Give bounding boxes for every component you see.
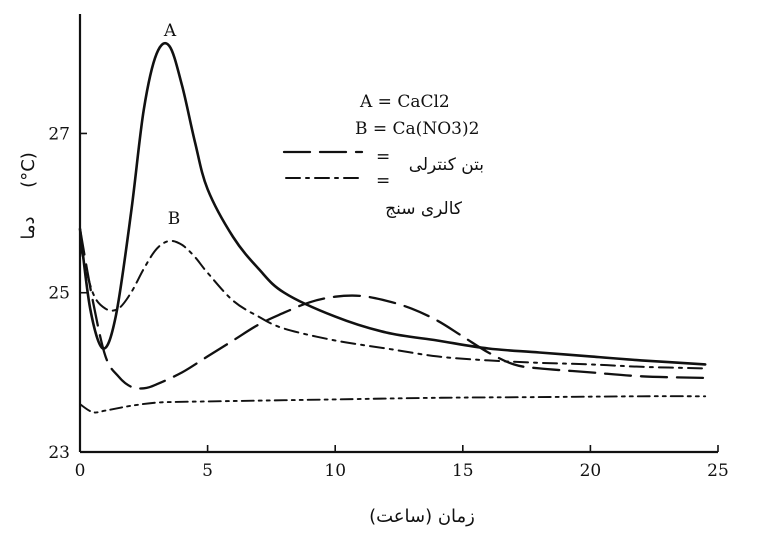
series-group bbox=[78, 41, 707, 414]
series-line-dashdot bbox=[79, 239, 707, 370]
annotation-b: B bbox=[168, 209, 181, 229]
legend-formula-a: A = CaCl2 bbox=[359, 92, 450, 112]
legend-entry-2-sym: = bbox=[376, 171, 390, 191]
legend-entry-1-sym: = bbox=[376, 147, 390, 167]
x-tick-label: 20 bbox=[580, 461, 602, 481]
x-tick-label: 0 bbox=[75, 461, 86, 481]
y-tick-label: 23 bbox=[48, 443, 70, 463]
series-line-dash bbox=[78, 227, 707, 390]
legend-entry-1-label: بتن کنترلی bbox=[409, 155, 484, 175]
y-tick-label: 25 bbox=[48, 284, 70, 304]
legend: A = CaCl2 B = Ca(NO3)2 = بتن کنترلی = کا… bbox=[282, 92, 484, 219]
axes bbox=[78, 14, 718, 454]
y-axis-unit: (°C) bbox=[18, 152, 39, 188]
ticks: 0 5 10 15 20 25 23 25 27 bbox=[48, 124, 728, 481]
x-tick-label: 25 bbox=[707, 461, 729, 481]
x-tick-label: 15 bbox=[452, 461, 474, 481]
y-tick-label: 27 bbox=[48, 124, 70, 144]
x-axis-label: زمان (ساعت) bbox=[369, 506, 475, 527]
axis-titles: دما (°C) زمان (ساعت) bbox=[18, 152, 475, 527]
legend-formula-b: B = Ca(NO3)2 bbox=[355, 119, 479, 139]
annotations: A B bbox=[163, 21, 180, 229]
series-line-dashdotdot bbox=[79, 395, 707, 414]
legend-entry-2-label: کالری سنج bbox=[385, 199, 463, 219]
y-axis-label: دما bbox=[18, 216, 39, 239]
annotation-a: A bbox=[163, 21, 177, 41]
series-line-solid bbox=[78, 41, 707, 366]
x-tick-label: 5 bbox=[202, 461, 213, 481]
x-tick-label: 10 bbox=[324, 461, 346, 481]
